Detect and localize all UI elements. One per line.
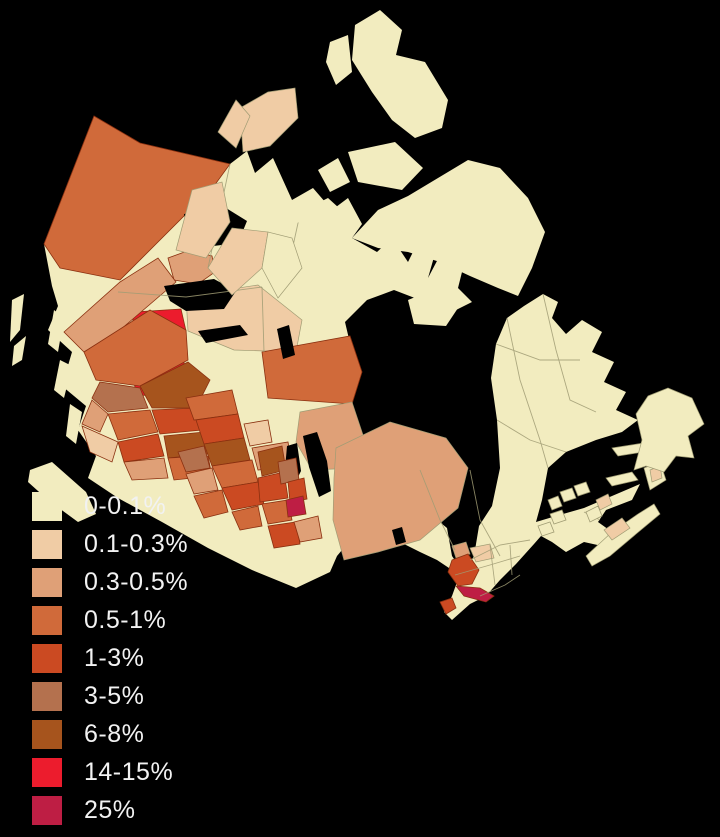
region-ab-foothills [185, 467, 219, 495]
legend-label: 0.1-0.3% [84, 530, 189, 558]
reindeer-lake [277, 325, 295, 359]
haida-gwaii-north [10, 294, 24, 342]
legend-swatch [32, 644, 62, 673]
legend-swatch [32, 682, 62, 711]
legend-label: 0.3-0.5% [84, 568, 189, 596]
legend-swatch [32, 796, 62, 825]
region-bc-north-central [83, 309, 189, 387]
legend-row: 25% [32, 796, 188, 825]
legend-label: 0-0.1% [84, 492, 167, 520]
legend-swatch [32, 720, 62, 749]
region-ab-south [193, 489, 229, 519]
region-sk-saskatoon [261, 499, 293, 525]
region-bc-lower-mainland [123, 457, 169, 481]
region-on-toronto [447, 553, 480, 587]
legend-row: 1-3% [32, 644, 188, 673]
region-on-niagara [455, 585, 495, 603]
region-bc-chilcotin [107, 409, 159, 441]
legend-swatch [32, 758, 62, 787]
legend-label: 1-3% [84, 644, 145, 672]
legend-swatch [32, 530, 62, 559]
region-bc-skeena [91, 381, 149, 413]
legend-swatch [32, 606, 62, 635]
legend: 0-0.1% 0.1-0.3% 0.3-0.5% 0.5-1% 1-3% 3-5… [32, 492, 188, 825]
baffin-island [352, 160, 545, 296]
region-victoria-island-east [261, 231, 303, 299]
arctic-islet-2 [286, 208, 304, 226]
legend-row: 3-5% [32, 682, 188, 711]
region-sk-west [243, 419, 273, 447]
king-william-island [330, 255, 352, 278]
bc-coast-fjord-islets [48, 310, 82, 444]
cornwallis-island [318, 158, 350, 192]
southampton-island [408, 286, 462, 326]
haida-gwaii-south [12, 336, 26, 366]
legend-label: 6-8% [84, 720, 145, 748]
lake-winnipeg [303, 432, 331, 497]
arctic-islet-1 [258, 190, 276, 208]
legend-swatch [32, 568, 62, 597]
legend-label: 25% [84, 796, 136, 824]
region-bc-okanagan [117, 433, 165, 463]
lake-athabasca [198, 325, 248, 343]
region-nw-ontario [332, 421, 469, 561]
region-ab-west [177, 445, 211, 473]
legend-row: 6-8% [32, 720, 188, 749]
vancouver-island [28, 462, 96, 522]
legend-label: 0.5-1% [84, 606, 167, 634]
legend-label: 14-15% [84, 758, 174, 786]
region-on-simcoe [451, 541, 471, 559]
region-prince-patrick-island [217, 99, 251, 149]
arctic-archipelago [175, 10, 545, 326]
region-sk-east [293, 515, 323, 543]
devon-island [348, 142, 423, 190]
region-ns-valley [603, 517, 631, 541]
region-sk-regina [267, 521, 301, 549]
newfoundland [633, 387, 705, 473]
legend-swatch [32, 492, 62, 521]
region-yukon [43, 115, 231, 281]
region-melville-island [239, 87, 299, 153]
legend-row: 0.1-0.3% [32, 530, 188, 559]
region-bc-south-coast [81, 425, 119, 463]
somerset-island [300, 198, 350, 242]
region-on-windsor [439, 597, 457, 615]
region-bc-coast-mid [81, 399, 109, 433]
region-sk-south-west [231, 505, 263, 531]
legend-row: 0-0.1% [32, 492, 188, 521]
lake-nipigon [392, 527, 406, 545]
ellesmere-island [352, 10, 448, 138]
legend-row: 0.5-1% [32, 606, 188, 635]
region-banks-island [175, 181, 231, 259]
region-mb-winnipeg-core [285, 495, 307, 518]
region-nb-east [595, 493, 613, 511]
axel-heiberg-island [326, 35, 352, 85]
quebec-south-mesh [537, 481, 603, 537]
legend-label: 3-5% [84, 682, 145, 710]
legend-row: 14-15% [32, 758, 188, 787]
prince-edward-island [605, 471, 639, 487]
legend-row: 0.3-0.5% [32, 568, 188, 597]
